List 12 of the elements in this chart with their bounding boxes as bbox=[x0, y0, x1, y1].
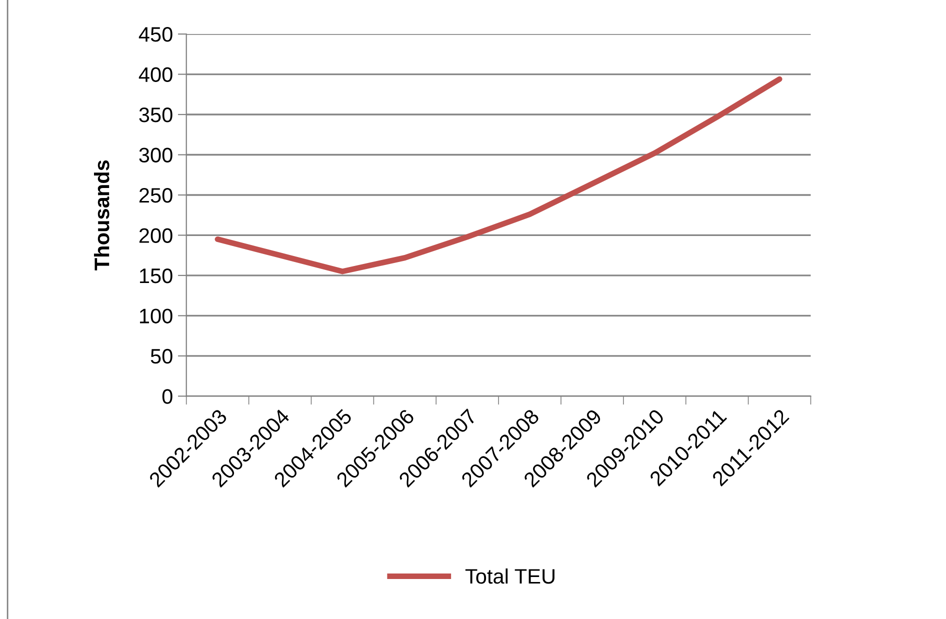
y-tick-label: 0 bbox=[162, 389, 172, 404]
legend-label: Total TEU bbox=[465, 568, 554, 584]
y-tick-label: 400 bbox=[138, 67, 172, 82]
y-tick-label: 100 bbox=[140, 308, 172, 324]
y-tick-label: 350 bbox=[139, 108, 172, 122]
y-tick-label: 250 bbox=[139, 188, 172, 203]
y-tick-label: 300 bbox=[139, 148, 172, 163]
y-tick-label: 50 bbox=[150, 348, 172, 364]
y-tick-label: 150 bbox=[140, 268, 172, 284]
y-tick-label: 450 bbox=[138, 27, 172, 42]
y-axis-title: Thousands bbox=[94, 160, 110, 270]
y-tick-label: 200 bbox=[139, 228, 172, 243]
